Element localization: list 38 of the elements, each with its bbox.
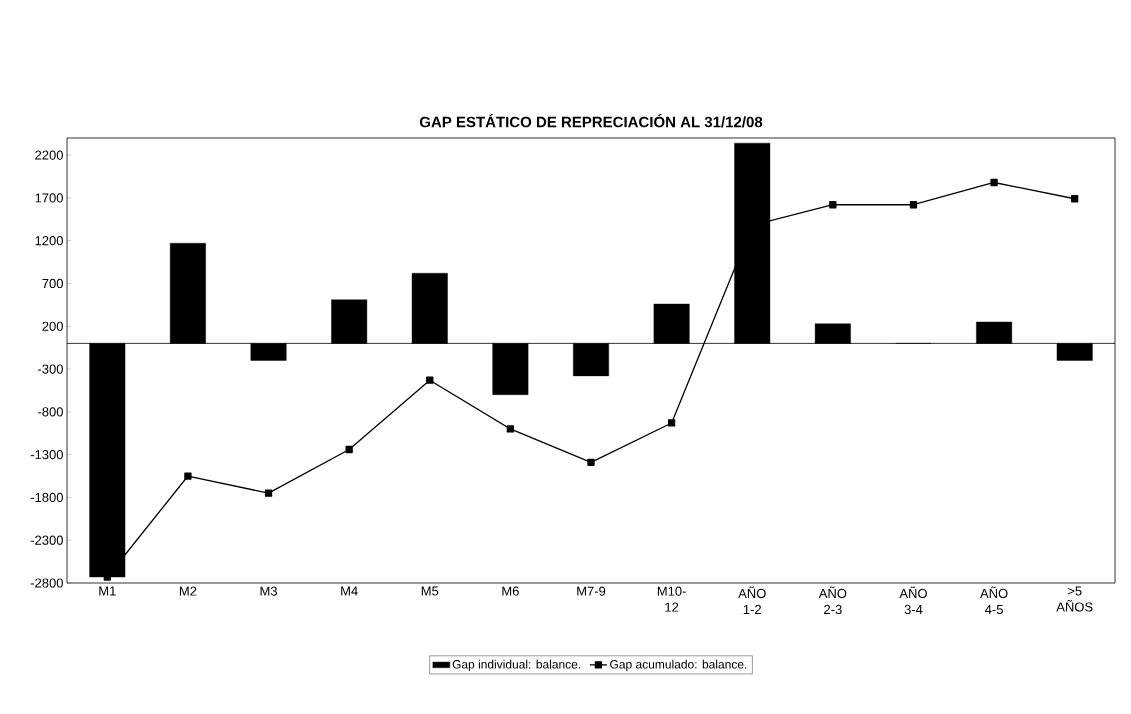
x-tick-label: AÑO 4-5 [980,586,1008,615]
point [264,489,273,497]
point [1071,195,1079,203]
x-tick-label: M4 [341,586,358,596]
x-tick-label: M1 [99,586,116,596]
x-tick-label: AÑO 1-2 [738,586,766,614]
y-tick-label: -1300 [30,450,63,460]
y-tick-label: -2800 [30,578,63,588]
y-tick-label: 2200 [35,150,63,160]
x-tick-label: M6 [502,586,519,596]
x-tick-label: M2 [179,586,197,596]
y-tick-label: 200 [42,321,63,331]
point [990,178,998,187]
x-tick-label: M7-9 [577,586,606,596]
y-tick-label: -2300 [30,535,63,545]
x-tick-label: M10-12 [657,586,686,612]
y-tick-label: 700 [42,278,63,289]
y-tick-label: -800 [38,407,63,417]
x-tick-label: M5 [421,586,439,596]
y-tick-label: 1200 [35,236,63,246]
point [506,425,515,433]
point [587,458,595,466]
x-tick-label: M3 [260,586,277,596]
x-tick-label: >5 AÑOS [1056,586,1093,612]
legend-label: Gap individual: balance. [452,659,581,671]
point [345,445,353,454]
y-tick-label: -300 [38,364,63,374]
x-tick-label: AÑO 2-3 [818,586,847,615]
legend-label: Gap acumulado: balance. [610,659,747,671]
point [426,376,434,384]
point [184,472,192,480]
point [909,201,918,209]
x-tick-label: AÑO 3-4 [899,586,927,615]
y-tick-label: 1700 [35,193,63,203]
point [667,419,676,427]
y-tick-label: -1800 [30,492,63,503]
point [829,201,837,209]
chart-title: GAP ESTÁTICO DE REPRECIACIÓN AL 31/12/08 [419,113,763,128]
